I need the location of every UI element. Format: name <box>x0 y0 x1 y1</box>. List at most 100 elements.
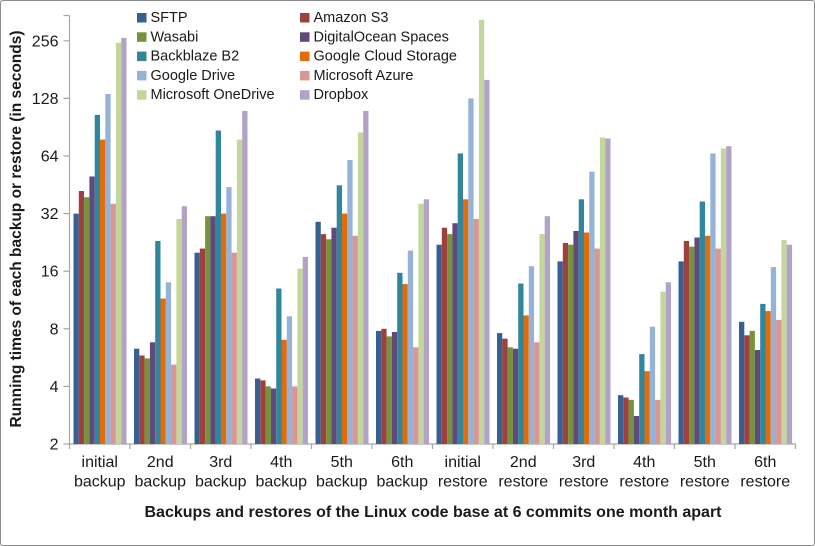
bar <box>194 252 200 444</box>
bar <box>605 138 611 444</box>
y-tick-label: 64 <box>41 149 59 166</box>
bar <box>628 399 634 444</box>
legend-swatch <box>137 70 147 81</box>
legend-item-sftp: SFTP <box>137 10 188 26</box>
bar-series <box>73 19 792 445</box>
category-label: 5th restore <box>680 454 730 491</box>
bar <box>776 319 782 444</box>
bar <box>726 146 732 444</box>
bar <box>518 283 524 444</box>
bar <box>242 111 248 444</box>
y-tick-label: 256 <box>32 33 59 50</box>
bar <box>226 187 232 444</box>
bar <box>363 111 369 444</box>
y-tick-label: 2 <box>50 437 59 454</box>
category-label: 3rd restore <box>559 454 609 491</box>
legend-swatch <box>137 90 147 100</box>
bar <box>160 298 166 444</box>
bar <box>599 137 606 444</box>
series-dropbox <box>121 37 792 445</box>
series-microsoft-onedrive <box>115 19 787 445</box>
legend-swatch <box>300 90 310 100</box>
legend-item-amazon-s3: Amazon S3 <box>300 10 388 26</box>
bar <box>618 395 624 444</box>
bar <box>760 303 766 444</box>
legend-label: Amazon S3 <box>314 10 389 26</box>
bar <box>281 339 287 444</box>
legend-label: Backblaze B2 <box>151 49 240 65</box>
bar <box>255 378 261 444</box>
bar <box>649 326 656 444</box>
bar <box>381 328 387 444</box>
bar <box>781 240 787 444</box>
bar <box>594 248 600 444</box>
bar <box>78 191 85 444</box>
bar <box>331 227 337 444</box>
legend-label: DigitalOcean Spaces <box>314 29 449 45</box>
bar <box>176 219 182 444</box>
bar <box>210 216 216 444</box>
bar <box>705 235 711 444</box>
y-tick-label: 128 <box>32 91 59 108</box>
category-label: initial backup <box>74 454 126 491</box>
bar <box>710 153 716 444</box>
bar <box>236 139 243 444</box>
bar <box>436 244 442 444</box>
legend-swatch <box>300 13 310 23</box>
bar <box>155 241 161 444</box>
y-tick-label: 32 <box>41 206 59 223</box>
legend-item-microsoft-onedrive: Microsoft OneDrive <box>137 87 275 103</box>
bar <box>715 248 721 444</box>
bar <box>478 19 485 444</box>
bar <box>292 386 298 444</box>
bar <box>573 230 579 444</box>
bar <box>139 355 145 444</box>
series-amazon-s3 <box>78 191 750 444</box>
legend-swatch <box>137 32 147 42</box>
bar <box>121 37 127 445</box>
bar <box>447 234 453 444</box>
series-microsoft-azure <box>110 203 782 444</box>
legend-item-backblaze-b2: Backblaze B2 <box>137 49 239 65</box>
legend-item-google-cloud-storage: Google Cloud Storage <box>300 49 457 65</box>
bar <box>302 256 308 444</box>
bar <box>100 139 106 444</box>
bar <box>484 79 490 445</box>
bar <box>463 199 469 444</box>
bar <box>231 252 237 444</box>
bar <box>623 397 629 444</box>
legend-label: Dropbox <box>314 87 370 103</box>
bar <box>357 132 364 444</box>
legend-label: Microsoft OneDrive <box>151 87 275 103</box>
bar <box>589 171 595 444</box>
legend-swatch <box>300 32 310 42</box>
bar <box>512 348 519 444</box>
legend-swatch <box>137 51 147 62</box>
bar <box>744 335 750 444</box>
bar <box>441 227 448 444</box>
category-label: 4th backup <box>255 454 307 491</box>
bar <box>89 176 95 444</box>
bar <box>270 388 277 444</box>
bar <box>639 354 645 444</box>
category-label: 4th restore <box>619 454 669 491</box>
bar <box>171 364 177 444</box>
bar <box>297 268 303 444</box>
bar <box>352 235 358 444</box>
y-tick-label: 4 <box>50 379 59 396</box>
y-axis-title: Running times of each backup or restore … <box>8 30 25 427</box>
bar <box>265 386 271 444</box>
legend-swatch <box>137 13 147 23</box>
bar <box>497 333 503 444</box>
legend-swatch <box>300 70 310 81</box>
bar <box>205 216 211 444</box>
bar <box>655 399 661 444</box>
series-sftp <box>73 213 745 444</box>
legend-label: SFTP <box>151 10 188 26</box>
bar <box>391 332 398 444</box>
bar <box>386 336 392 444</box>
bar <box>320 234 327 444</box>
bar <box>181 206 187 444</box>
bar <box>754 350 761 444</box>
